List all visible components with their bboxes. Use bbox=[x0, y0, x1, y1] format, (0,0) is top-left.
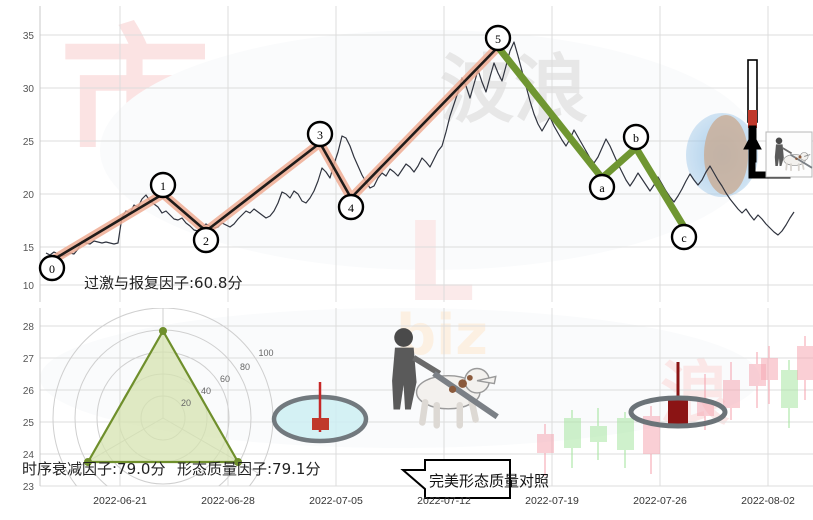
y-tick: 25 bbox=[23, 137, 35, 148]
wave-label: 3 bbox=[306, 120, 334, 148]
y-tick: 23 bbox=[23, 482, 35, 493]
radar-tick: 100 bbox=[258, 348, 273, 358]
time-decay-factor-annotation: 时序衰减因子:79.0分 bbox=[22, 460, 165, 478]
man-walking-dog-illustration bbox=[392, 328, 499, 429]
callout-label: 完美形态质量对照 bbox=[429, 472, 549, 490]
y-tick: 27 bbox=[23, 354, 35, 365]
candlestick-panel: biz 浪 28 27 26 25 24 23 bbox=[0, 308, 813, 520]
overreaction-factor-annotation: 过激与报复因子:60.8分 bbox=[84, 274, 242, 292]
radar-tick: 60 bbox=[220, 374, 230, 384]
wave-label: 4 bbox=[337, 193, 365, 221]
wave-label: a bbox=[588, 173, 616, 201]
bottom-y-axis: 28 27 26 25 24 23 bbox=[23, 322, 35, 493]
wave-label: 5 bbox=[484, 24, 512, 52]
x-tick: 2022-07-26 bbox=[633, 495, 687, 507]
wave-label-text: 3 bbox=[317, 128, 323, 142]
correction-wave-line bbox=[494, 43, 688, 231]
wave-label: c bbox=[670, 223, 698, 251]
x-tick: 2022-07-19 bbox=[525, 495, 579, 507]
top-y-axis: 35 30 25 20 15 10 bbox=[23, 31, 35, 292]
radar-tick: 80 bbox=[240, 362, 250, 372]
y-tick: 35 bbox=[23, 31, 35, 42]
candle-highlighted bbox=[668, 362, 688, 428]
wave-label-text: 4 bbox=[348, 201, 354, 215]
wave-label: b bbox=[622, 123, 650, 151]
price-line bbox=[45, 41, 795, 257]
watermark-wave-blob bbox=[100, 30, 760, 270]
x-tick: 2022-07-12 bbox=[417, 495, 471, 507]
wave-label-text: b bbox=[633, 131, 639, 145]
y-tick: 26 bbox=[23, 386, 35, 397]
wave-label: 1 bbox=[149, 171, 177, 199]
x-tick: 2022-08-02 bbox=[741, 495, 795, 507]
y-tick: 25 bbox=[23, 418, 35, 429]
candle bbox=[797, 336, 813, 400]
candle bbox=[723, 362, 740, 420]
wave-label: 0 bbox=[38, 254, 66, 282]
watermark-text-bolang: 波浪 bbox=[440, 47, 588, 133]
wave-label-text: 0 bbox=[49, 262, 55, 276]
y-tick: 10 bbox=[23, 281, 35, 292]
pattern-quality-factor-annotation: 形态质量因子:79.1分 bbox=[177, 460, 320, 478]
radar-tick: 40 bbox=[201, 386, 211, 396]
y-tick: 28 bbox=[23, 322, 35, 333]
wave-labels: 0 1 2 3 4 5 a b c bbox=[38, 24, 698, 282]
man-walking-dog-thumbnail[interactable] bbox=[765, 131, 813, 178]
candle bbox=[537, 424, 554, 476]
wave-label-text: c bbox=[681, 231, 686, 245]
x-tick: 2022-06-28 bbox=[201, 495, 255, 507]
wave-label: 2 bbox=[192, 226, 220, 254]
x-axis: 2022-06-21 2022-06-28 2022-07-05 2022-07… bbox=[93, 495, 795, 507]
candle bbox=[590, 408, 607, 460]
candle bbox=[761, 346, 778, 404]
wave-label-text: 2 bbox=[203, 234, 209, 248]
radar-polygon bbox=[86, 328, 240, 464]
y-tick: 20 bbox=[23, 190, 35, 201]
actual-pattern-marker bbox=[628, 395, 728, 429]
y-tick: 15 bbox=[23, 243, 35, 254]
reference-candle-marker bbox=[271, 382, 369, 444]
candle bbox=[781, 360, 798, 428]
radar-tick: 20 bbox=[181, 398, 191, 408]
candle bbox=[617, 412, 634, 468]
candle bbox=[564, 410, 581, 468]
elliott-wave-panel: 市 波浪 L 35 30 25 20 15 bbox=[22, 6, 813, 308]
impulse-wave-line bbox=[54, 45, 500, 260]
y-tick: 30 bbox=[23, 84, 35, 95]
wave-label-text: a bbox=[599, 181, 605, 195]
x-tick: 2022-07-05 bbox=[309, 495, 363, 507]
x-tick: 2022-06-21 bbox=[93, 495, 147, 507]
watermark-char-L: L bbox=[405, 198, 475, 308]
wave-label-text: 5 bbox=[495, 32, 501, 46]
y-tick: 24 bbox=[23, 450, 35, 461]
perfect-pattern-callout[interactable]: 完美形态质量对照 bbox=[400, 459, 549, 499]
wave-label-text: 1 bbox=[160, 179, 166, 193]
